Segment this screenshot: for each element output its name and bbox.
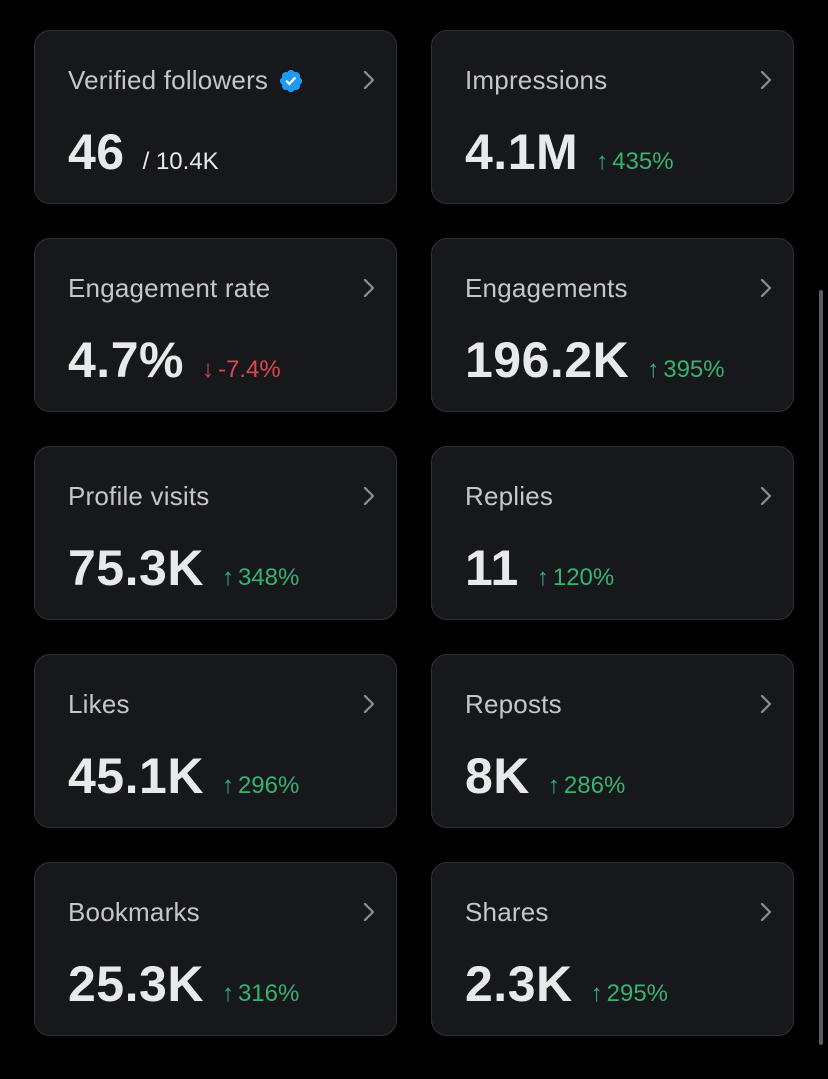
metric-change: ↑ 296% — [222, 772, 299, 800]
verified-badge-icon — [280, 69, 303, 92]
metric-change-value: 295% — [606, 980, 669, 1007]
metric-value: 4.1M — [465, 124, 579, 180]
chevron-right-icon[interactable] — [759, 901, 773, 923]
metric-card-shares[interactable]: Shares 2.3K ↑ 295% — [431, 862, 794, 1036]
metric-label: Bookmarks — [68, 897, 200, 927]
metric-change: ↑ 286% — [548, 772, 625, 800]
metric-change: ↓ -7.4% — [202, 356, 281, 384]
arrow-up-icon: ↑ — [221, 564, 234, 591]
metric-change: ↑ 395% — [647, 356, 724, 384]
metric-card-bookmarks[interactable]: Bookmarks 25.3K ↑ 316% — [34, 862, 397, 1036]
metric-value: 75.3K — [68, 540, 204, 596]
metric-value-row: 45.1K ↑ 296% — [68, 747, 299, 805]
metric-value: 45.1K — [68, 748, 204, 804]
metric-value-row: 2.3K ↑ 295% — [465, 955, 668, 1013]
metric-label: Impressions — [465, 65, 608, 95]
arrow-up-icon: ↑ — [647, 356, 660, 383]
chevron-right-icon[interactable] — [759, 693, 773, 715]
metric-change: ↑ 316% — [222, 980, 299, 1008]
metric-change-value: 435% — [612, 148, 674, 175]
metric-card-likes[interactable]: Likes 45.1K ↑ 296% — [34, 654, 397, 828]
chevron-right-icon[interactable] — [362, 485, 376, 507]
metric-value-row: 25.3K ↑ 316% — [68, 955, 299, 1013]
chevron-right-icon[interactable] — [362, 277, 376, 299]
metric-label: Reposts — [465, 689, 562, 719]
metric-card-verified-followers[interactable]: Verified followers 46 / 10.4K — [34, 30, 397, 204]
chevron-right-icon[interactable] — [759, 69, 773, 91]
metric-value: 11 — [465, 540, 519, 596]
metric-change: ↑ 295% — [591, 980, 668, 1008]
metric-change-value: 120% — [552, 564, 615, 591]
metric-card-engagement-rate[interactable]: Engagement rate 4.7% ↓ -7.4% — [34, 238, 397, 412]
metric-change: ↑ 120% — [537, 564, 614, 592]
metric-change-value: -7.4% — [217, 356, 281, 383]
metric-change: ↑ 348% — [222, 564, 299, 592]
chevron-right-icon[interactable] — [362, 901, 376, 923]
metric-label: Verified followers — [68, 65, 304, 96]
metric-value: 25.3K — [68, 956, 204, 1012]
chevron-right-icon[interactable] — [759, 277, 773, 299]
chevron-right-icon[interactable] — [362, 693, 376, 715]
metric-label: Engagement rate — [68, 273, 271, 303]
arrow-up-icon: ↑ — [221, 980, 234, 1007]
metric-value: 8K — [465, 748, 530, 804]
metric-value: 196.2K — [465, 332, 630, 388]
metric-label: Shares — [465, 897, 549, 927]
metric-label: Profile visits — [68, 481, 210, 511]
metric-card-reposts[interactable]: Reposts 8K ↑ 286% — [431, 654, 794, 828]
metric-change-value: 348% — [237, 564, 300, 591]
metric-change-value: 395% — [663, 356, 725, 383]
metric-label: Engagements — [465, 273, 628, 303]
metrics-grid: Verified followers 46 / 10.4K Impression… — [34, 30, 794, 1036]
metric-card-engagements[interactable]: Engagements 196.2K ↑ 395% — [431, 238, 794, 412]
metric-change-value: 296% — [237, 772, 300, 799]
metric-value: 4.7% — [68, 332, 184, 388]
metric-value-row: 46 / 10.4K — [68, 123, 219, 181]
metric-change-value: 286% — [563, 772, 626, 799]
arrow-up-icon: ↑ — [590, 980, 603, 1007]
arrow-up-icon: ↑ — [221, 772, 234, 799]
metric-change: ↑ 435% — [596, 148, 673, 176]
metric-change-value: 316% — [237, 980, 300, 1007]
metric-value-row: 4.1M ↑ 435% — [465, 123, 674, 181]
arrow-down-icon: ↓ — [201, 356, 214, 383]
metric-value: 46 — [68, 124, 125, 180]
metric-label: Likes — [68, 689, 130, 719]
metric-total: / 10.4K — [142, 148, 219, 175]
metric-label: Replies — [465, 481, 554, 511]
metric-card-profile-visits[interactable]: Profile visits 75.3K ↑ 348% — [34, 446, 397, 620]
metric-value-row: 196.2K ↑ 395% — [465, 331, 725, 389]
metric-card-impressions[interactable]: Impressions 4.1M ↑ 435% — [431, 30, 794, 204]
metric-value-row: 8K ↑ 286% — [465, 747, 625, 805]
metric-value: 2.3K — [465, 956, 573, 1012]
arrow-up-icon: ↑ — [596, 148, 609, 175]
chevron-right-icon[interactable] — [362, 69, 376, 91]
metric-value-row: 11 ↑ 120% — [465, 539, 614, 597]
metric-label-text: Verified followers — [68, 65, 269, 95]
metric-value-row: 75.3K ↑ 348% — [68, 539, 299, 597]
chevron-right-icon[interactable] — [759, 485, 773, 507]
arrow-up-icon: ↑ — [547, 772, 560, 799]
scrollbar[interactable] — [819, 290, 823, 1045]
metric-value-row: 4.7% ↓ -7.4% — [68, 331, 281, 389]
arrow-up-icon: ↑ — [536, 564, 549, 591]
metric-card-replies[interactable]: Replies 11 ↑ 120% — [431, 446, 794, 620]
